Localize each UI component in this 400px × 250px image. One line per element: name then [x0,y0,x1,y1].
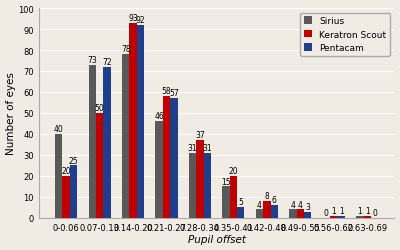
Text: 1: 1 [339,206,344,215]
Text: 20: 20 [61,166,71,175]
Text: 15: 15 [221,177,231,186]
Text: 0: 0 [372,208,377,217]
Bar [55,134,62,218]
Text: 31: 31 [202,143,212,152]
Text: 4: 4 [257,200,262,209]
Bar [137,26,144,218]
Bar [256,210,263,218]
Bar [96,114,103,218]
Bar [230,176,237,218]
Y-axis label: Number of eyes: Number of eyes [6,72,16,155]
Text: 31: 31 [188,143,198,152]
Bar [189,153,196,218]
Text: 37: 37 [195,131,205,140]
Text: 8: 8 [264,192,269,200]
Text: 78: 78 [121,45,130,54]
Bar [297,210,304,218]
Bar [156,122,163,218]
Text: 5: 5 [238,198,243,207]
Bar [62,176,70,218]
Text: 1: 1 [365,206,370,215]
Text: 72: 72 [102,58,112,67]
Bar [103,68,111,218]
Text: 73: 73 [87,56,97,64]
Text: 4: 4 [298,200,303,209]
Text: 57: 57 [169,89,179,98]
Bar [356,216,364,218]
Text: 4: 4 [290,200,296,209]
Bar [163,97,170,218]
X-axis label: Pupil offset: Pupil offset [188,234,246,244]
Text: 92: 92 [136,16,145,25]
Text: 0: 0 [324,208,329,217]
Bar [364,216,371,218]
Bar [270,206,278,218]
Text: 58: 58 [162,87,171,96]
Text: 46: 46 [154,112,164,121]
Bar [330,216,338,218]
Bar [204,153,211,218]
Legend: Sirius, Keratron Scout, Pentacam: Sirius, Keratron Scout, Pentacam [300,14,390,56]
Bar [304,212,311,218]
Bar [237,208,244,218]
Text: 20: 20 [229,166,238,175]
Bar [88,66,96,218]
Text: 1: 1 [332,206,336,215]
Bar [338,216,345,218]
Text: 1: 1 [358,206,362,215]
Bar [263,201,270,218]
Bar [222,186,230,218]
Text: 50: 50 [95,104,104,113]
Text: 3: 3 [305,202,310,211]
Text: 40: 40 [54,124,64,134]
Text: 6: 6 [272,196,277,204]
Bar [170,99,178,218]
Bar [196,141,204,218]
Text: 93: 93 [128,14,138,23]
Bar [122,55,129,218]
Bar [70,166,77,218]
Bar [289,210,297,218]
Text: 25: 25 [69,156,78,165]
Bar [129,24,137,218]
